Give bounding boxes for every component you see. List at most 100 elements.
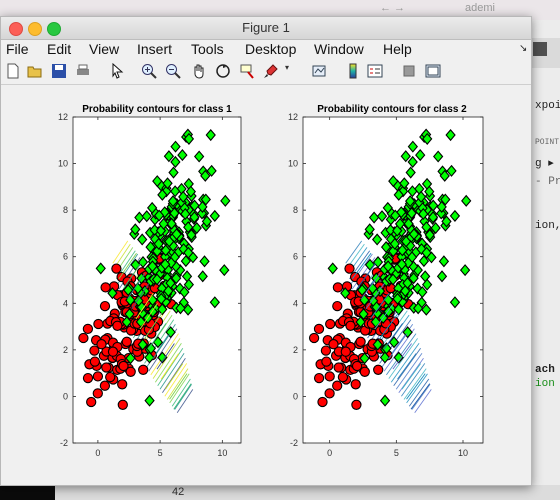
class-1-point: [325, 372, 334, 381]
data-cursor-icon[interactable]: [239, 63, 255, 79]
y-tick-label: 6: [63, 252, 68, 262]
class-1-point: [356, 337, 365, 346]
brush-icon[interactable]: [263, 63, 279, 79]
y-tick-label: 6: [293, 252, 298, 262]
class-1-point: [345, 264, 354, 273]
class-1-point: [126, 367, 135, 376]
class-1-point: [334, 363, 343, 372]
y-tick-label: -2: [290, 438, 298, 448]
y-tick-label: 10: [58, 159, 68, 169]
class-1-point: [112, 264, 121, 273]
class-1-point: [360, 367, 369, 376]
class-1-point: [333, 302, 342, 311]
y-tick-label: 2: [63, 345, 68, 355]
menu-file[interactable]: File: [6, 41, 29, 57]
class-1-point: [315, 374, 324, 383]
x-tick-label: 0: [95, 448, 100, 458]
window-title: Figure 1: [1, 20, 531, 35]
class-1-point: [79, 333, 88, 342]
save-icon-background: [533, 42, 547, 56]
show-plot-tools-icon[interactable]: [425, 63, 441, 79]
class-1-point: [353, 361, 362, 370]
hide-plot-tools-icon[interactable]: [401, 63, 417, 79]
axes-class-2[interactable]: Probability contours for class 2 0 5 10 -2 0…: [288, 104, 483, 458]
class-1-point: [346, 321, 355, 330]
y-tick-label: 2: [293, 345, 298, 355]
rotate-3d-icon[interactable]: [215, 63, 231, 79]
y-tick-label: 0: [63, 391, 68, 401]
axes-class-1[interactable]: Probability contours for class 1 0 5 10 -2 0…: [58, 104, 241, 458]
class-1-point: [338, 373, 347, 382]
colorbar-icon[interactable]: [345, 63, 361, 79]
class-1-point: [118, 380, 127, 389]
link-plot-icon[interactable]: [311, 63, 327, 79]
background-tab-text: ademi: [465, 2, 495, 14]
editor-fragment-4: - Pr: [535, 176, 560, 188]
zoom-in-icon[interactable]: [141, 63, 157, 79]
class-1-point: [94, 319, 103, 328]
class-1-point: [93, 389, 102, 398]
menu-help[interactable]: Help: [383, 41, 412, 57]
menu-bar: File Edit View Insert Tools Desktop Wind…: [1, 39, 531, 59]
class-1-point: [113, 321, 122, 330]
class-1-point: [118, 400, 127, 409]
pointer-icon[interactable]: [109, 63, 125, 79]
y-tick-label: 4: [293, 298, 298, 308]
menu-window[interactable]: Window: [314, 41, 364, 57]
menu-view[interactable]: View: [89, 41, 119, 57]
dock-arrow-icon[interactable]: ↘: [519, 43, 527, 54]
pan-icon[interactable]: [191, 63, 207, 79]
class-1-point: [333, 381, 342, 390]
editor-fragment-6: ach: [535, 364, 555, 376]
brush-dropdown-icon[interactable]: ▾: [285, 63, 301, 79]
class-1-point: [83, 324, 92, 333]
y-tick-label: 0: [293, 391, 298, 401]
class-1-point: [93, 372, 102, 381]
y-tick-label: -2: [60, 438, 68, 448]
class-1-point: [341, 347, 350, 356]
menu-desktop[interactable]: Desktop: [245, 41, 296, 57]
background-bottom-strip: 42: [0, 485, 560, 500]
menu-insert[interactable]: Insert: [137, 41, 172, 57]
x-tick-label: 10: [458, 448, 468, 458]
axes-2-title: Probability contours for class 2: [317, 104, 467, 115]
y-tick-label: 10: [288, 159, 298, 169]
class-1-point: [100, 302, 109, 311]
class-1-point: [83, 374, 92, 383]
editor-fragment-3: g ▸ (: [535, 156, 560, 170]
print-icon[interactable]: [75, 63, 91, 79]
class-1-point: [97, 340, 106, 349]
class-1-point: [100, 381, 109, 390]
background-nav-arrows: ← →: [380, 2, 405, 14]
class-1-point: [139, 365, 148, 374]
background-dark-panel: [0, 485, 55, 500]
editor-fragment-2: POINT: [535, 138, 559, 147]
y-tick-label: 4: [63, 298, 68, 308]
editor-fragment-1: xpoint: [535, 100, 560, 112]
menu-tools[interactable]: Tools: [191, 41, 224, 57]
background-line-number: 42: [172, 486, 184, 498]
class-1-point: [333, 283, 342, 292]
x-tick-label: 5: [394, 448, 399, 458]
new-figure-icon[interactable]: [5, 63, 21, 79]
zoom-out-icon[interactable]: [165, 63, 181, 79]
y-tick-label: 8: [293, 205, 298, 215]
plots-svg[interactable]: Probability contours for class 1 0 5 10 -2 0…: [1, 81, 531, 481]
x-tick-label: 5: [158, 448, 163, 458]
legend-icon[interactable]: [367, 63, 383, 79]
x-tick-label: 0: [327, 448, 332, 458]
class-1-point: [102, 363, 111, 372]
title-bar[interactable]: Figure 1: [1, 17, 531, 40]
class-1-point: [321, 346, 330, 355]
menu-edit[interactable]: Edit: [47, 41, 71, 57]
class-1-point: [325, 389, 334, 398]
class-1-point: [122, 337, 131, 346]
open-file-icon[interactable]: [27, 63, 43, 79]
class-1-point: [314, 324, 323, 333]
class-1-point: [87, 397, 96, 406]
save-icon[interactable]: [51, 63, 67, 79]
axes-1-title: Probability contours for class 1: [82, 104, 232, 115]
class-1-point: [352, 400, 361, 409]
x-tick-label: 10: [217, 448, 227, 458]
y-tick-label: 12: [288, 112, 298, 122]
